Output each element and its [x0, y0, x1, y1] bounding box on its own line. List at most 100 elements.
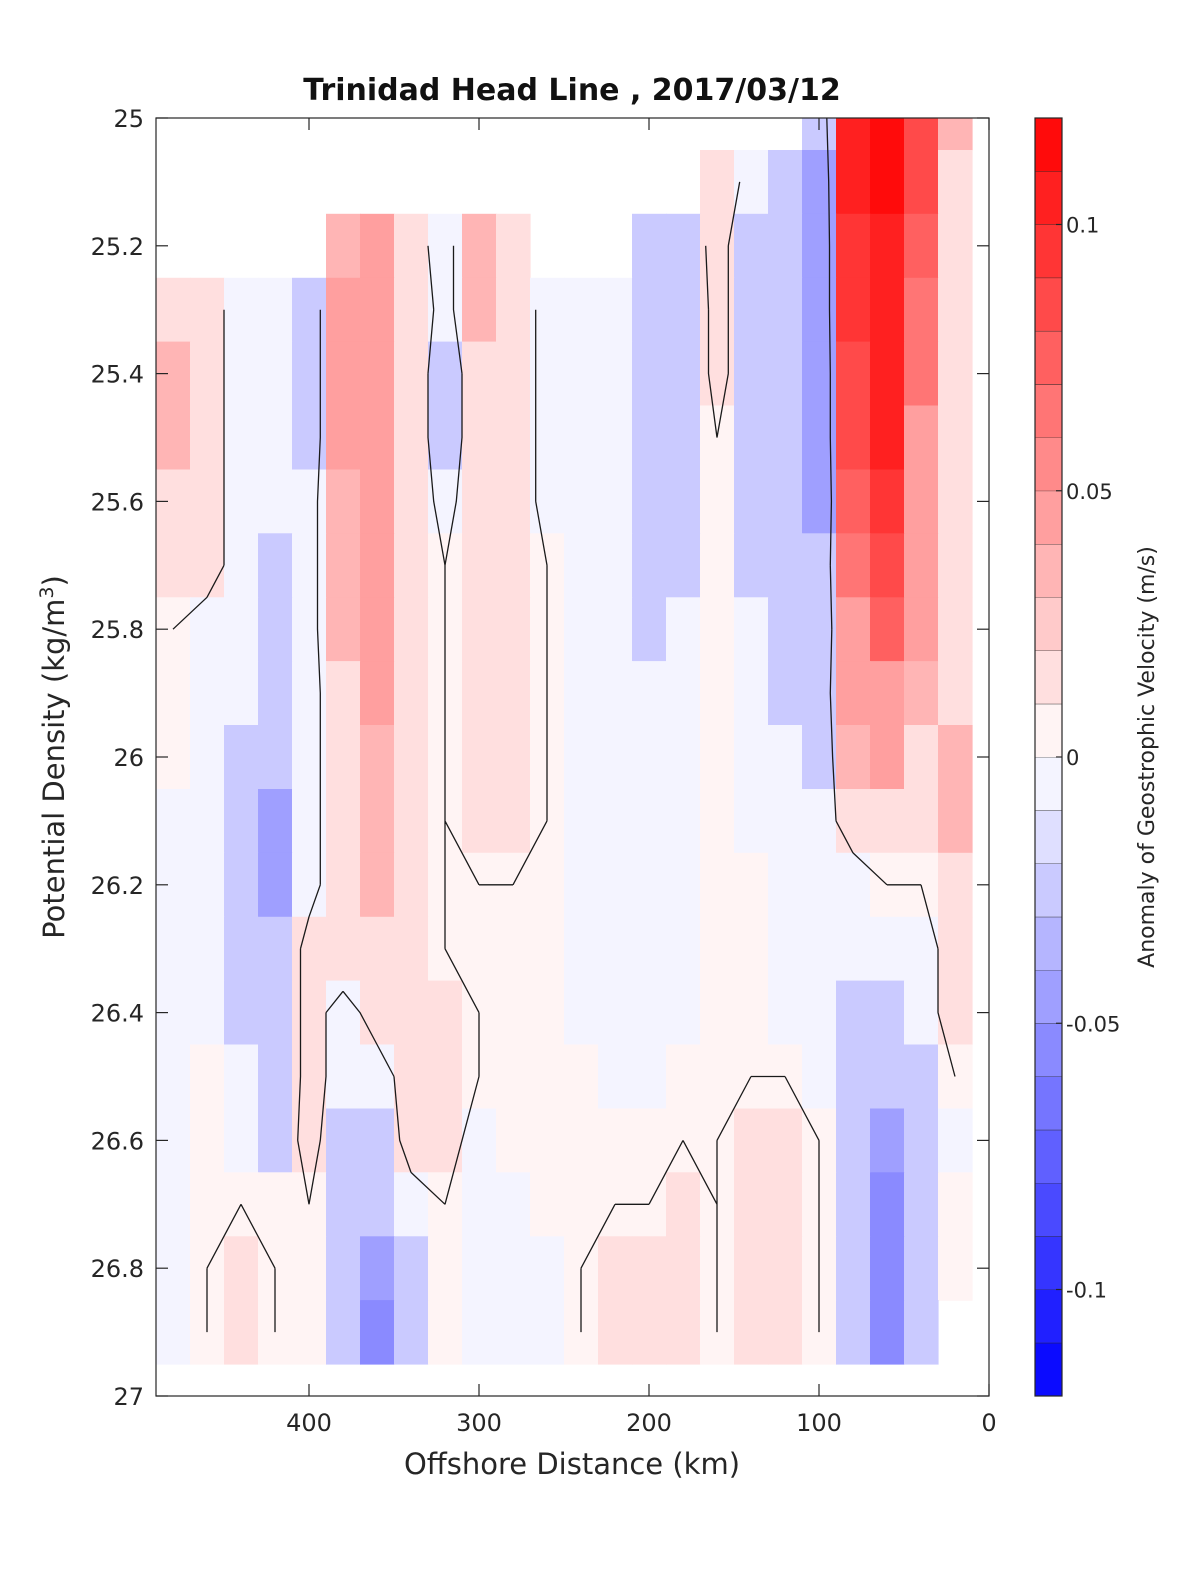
field-cell	[564, 725, 599, 790]
field-cell	[938, 916, 973, 982]
field-cell	[734, 852, 769, 918]
colorbar-segment	[1035, 1289, 1062, 1343]
field-cell	[666, 980, 701, 1046]
colorbar-segment	[1035, 863, 1062, 917]
field-cell	[564, 789, 599, 854]
field-cell	[156, 789, 191, 854]
field-cell	[938, 1108, 973, 1173]
field-cell	[870, 150, 905, 215]
field-cell	[224, 725, 259, 790]
field-cell	[292, 1236, 327, 1301]
colorbar-segment	[1035, 1023, 1062, 1077]
field-cell	[360, 789, 395, 854]
field-cell	[666, 1044, 701, 1109]
field-cell	[258, 469, 293, 534]
field-cell	[938, 213, 973, 279]
y-tick-label: 25.6	[91, 488, 144, 516]
field-cell	[870, 789, 905, 854]
zero-contour-line	[172, 118, 956, 1333]
field-cell	[870, 1172, 905, 1237]
field-cell	[904, 277, 939, 343]
colorbar-segment	[1035, 224, 1062, 278]
chart-title: Trinidad Head Line , 2017/03/12	[303, 73, 840, 108]
field-cell	[462, 469, 497, 534]
field-cell	[360, 1172, 395, 1237]
field-cell	[326, 1300, 361, 1365]
field-cell	[598, 277, 633, 343]
field-cell	[836, 1044, 871, 1109]
field-cell	[190, 533, 225, 598]
field-cell	[530, 1044, 565, 1109]
field-cell	[496, 1236, 531, 1301]
field-cell	[292, 469, 327, 534]
field-cell	[598, 405, 633, 470]
field-cell	[802, 789, 837, 854]
colorbar-segment	[1035, 970, 1062, 1024]
field-cell	[632, 341, 667, 407]
field-cell	[870, 277, 905, 343]
field-cell	[836, 1236, 871, 1301]
field-cell	[734, 533, 769, 598]
field-cell	[632, 789, 667, 854]
field-cell	[428, 980, 463, 1046]
field-cell	[496, 405, 531, 470]
field-cell	[904, 213, 939, 279]
colorbar-segment	[1035, 597, 1062, 651]
field-cell	[632, 469, 667, 534]
field-cell	[326, 1172, 361, 1237]
field-cell	[224, 1044, 259, 1109]
field-cell	[666, 469, 701, 534]
field-cell	[292, 277, 327, 343]
colorbar-segment	[1035, 331, 1062, 385]
field-cell	[904, 1108, 939, 1173]
field-cell	[598, 916, 633, 982]
field-cell	[598, 725, 633, 790]
colorbar-segment	[1035, 1342, 1062, 1397]
field-cell	[768, 1300, 803, 1365]
zero-contour-layer	[172, 118, 956, 1333]
colorbar-segment	[1035, 384, 1062, 438]
field-cell	[632, 597, 667, 662]
field-cell	[768, 597, 803, 662]
field-cell	[530, 1108, 565, 1173]
field-cell	[734, 1108, 769, 1173]
field-cell	[224, 1236, 259, 1301]
field-cell	[156, 661, 191, 726]
field-cell	[496, 213, 531, 279]
field-cell	[462, 341, 497, 407]
field-cell	[904, 405, 939, 470]
field-cell	[360, 469, 395, 534]
y-tick-label: 25.2	[91, 233, 144, 261]
field-cell	[904, 1044, 939, 1109]
field-cell	[462, 213, 497, 279]
field-cell	[462, 1172, 497, 1237]
field-cell	[734, 980, 769, 1046]
field-cell	[190, 725, 225, 790]
field-cell	[360, 1236, 395, 1301]
colorbar-tick-label: 0.1	[1066, 214, 1099, 238]
field-cell	[462, 916, 497, 982]
field-cell	[836, 597, 871, 662]
field-cell	[462, 725, 497, 790]
field-cell	[224, 469, 259, 534]
field-cell	[632, 852, 667, 918]
field-cell	[292, 1172, 327, 1237]
field-cell	[394, 213, 429, 279]
field-cell	[666, 341, 701, 407]
field-cell	[598, 1044, 633, 1109]
field-cell	[156, 1172, 191, 1237]
x-axis-label: Offshore Distance (km)	[404, 1447, 740, 1481]
field-cell	[666, 725, 701, 790]
field-cell	[666, 661, 701, 726]
field-cell	[360, 916, 395, 982]
field-cell	[734, 916, 769, 982]
field-cell	[462, 405, 497, 470]
field-cell	[360, 213, 395, 279]
field-cell	[360, 341, 395, 407]
field-cell	[768, 789, 803, 854]
field-cell	[190, 341, 225, 407]
x-tick-label: 100	[796, 1409, 842, 1437]
field-cell	[836, 150, 871, 215]
field-cell	[156, 405, 191, 470]
field-cell	[496, 661, 531, 726]
